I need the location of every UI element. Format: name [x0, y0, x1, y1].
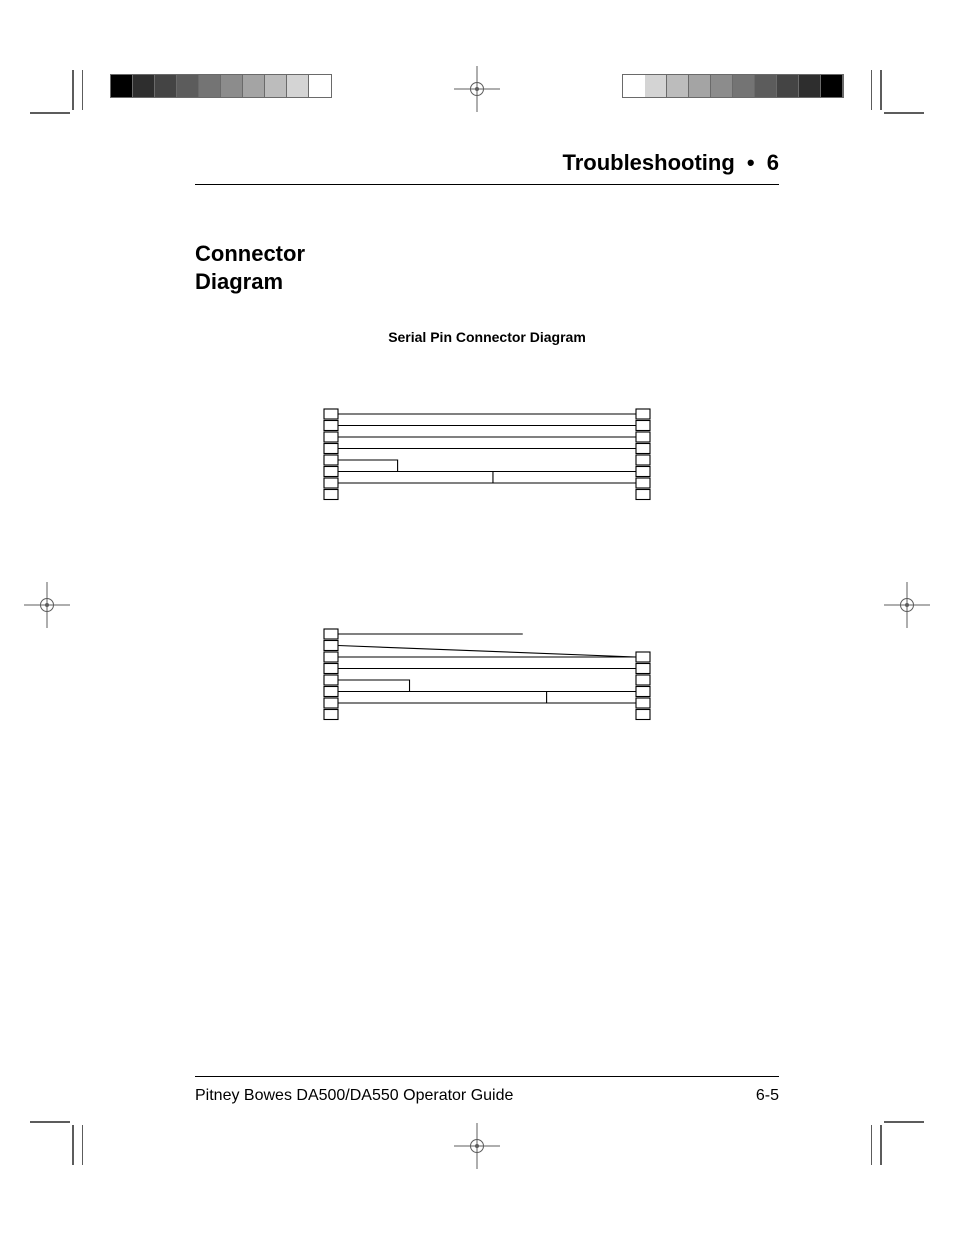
grayscale-swatch	[623, 75, 645, 97]
section-title: ConnectorDiagram	[195, 240, 385, 295]
grayscale-swatch	[689, 75, 711, 97]
grayscale-swatch	[243, 75, 265, 97]
grayscale-swatch	[177, 75, 199, 97]
grayscale-swatch	[711, 75, 733, 97]
figure-caption: Serial Pin Connector Diagram	[195, 329, 779, 345]
page-footer: Pitney Bowes DA500/DA550 Operator Guide …	[195, 1076, 779, 1105]
grayscale-swatch	[221, 75, 243, 97]
footer-doc-title: Pitney Bowes DA500/DA550 Operator Guide	[195, 1087, 513, 1105]
grayscale-swatch	[265, 75, 287, 97]
running-head: Troubleshooting • 6	[195, 150, 779, 185]
grayscale-swatch	[733, 75, 755, 97]
grayscale-swatch	[799, 75, 821, 97]
grayscale-swatch	[777, 75, 799, 97]
registration-mark-left	[32, 590, 62, 620]
grayscale-swatch	[199, 75, 221, 97]
grayscale-swatch	[309, 75, 331, 97]
registration-mark-right	[892, 590, 922, 620]
grayscale-swatch	[155, 75, 177, 97]
grayscale-swatch	[133, 75, 155, 97]
grayscale-bar-left	[110, 74, 332, 98]
grayscale-swatch	[667, 75, 689, 97]
registration-mark-top	[462, 74, 492, 104]
connector-diagram-1	[322, 405, 652, 515]
grayscale-bar-right	[622, 74, 844, 98]
running-head-chapter: 6	[767, 150, 779, 175]
connector-diagram-2	[322, 625, 652, 735]
page-body: Troubleshooting • 6 ConnectorDiagram Ser…	[195, 150, 779, 1105]
grayscale-swatch	[645, 75, 667, 97]
grayscale-swatch	[287, 75, 309, 97]
running-head-title: Troubleshooting	[562, 150, 734, 175]
footer-page-number: 6-5	[756, 1087, 779, 1105]
running-head-bullet: •	[747, 150, 755, 175]
registration-mark-bottom	[462, 1131, 492, 1161]
grayscale-swatch	[821, 75, 843, 97]
grayscale-swatch	[111, 75, 133, 97]
grayscale-swatch	[755, 75, 777, 97]
